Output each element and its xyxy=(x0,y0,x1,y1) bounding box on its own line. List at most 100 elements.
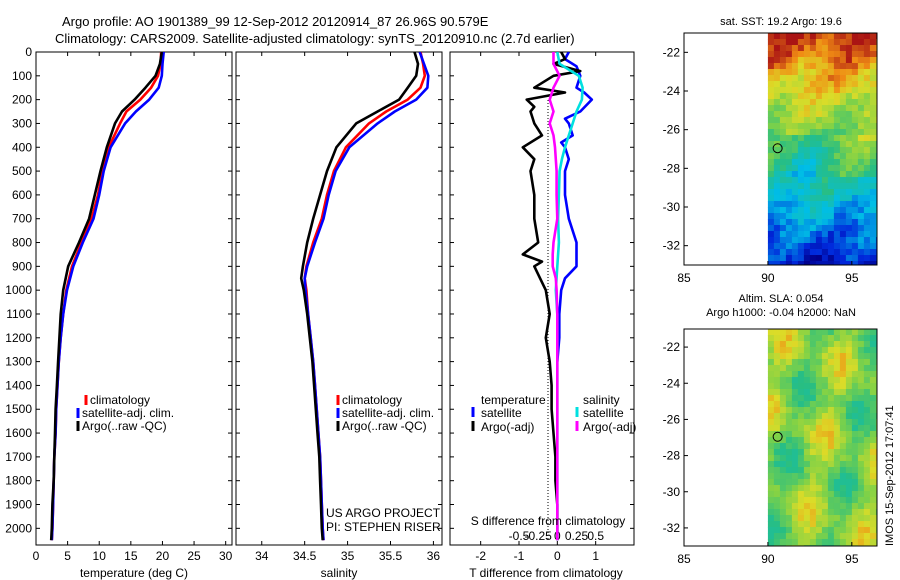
heatmap-cell xyxy=(773,75,781,82)
heatmap-cell xyxy=(791,365,799,372)
x-tick-label: 36 xyxy=(427,549,441,563)
heatmap-cell xyxy=(803,497,811,504)
heatmap-cell xyxy=(857,377,865,384)
heatmap-cell xyxy=(827,479,835,486)
heatmap-cell xyxy=(839,347,847,354)
heatmap-cell xyxy=(875,383,877,390)
heatmap-cell xyxy=(767,383,775,390)
heatmap-cell xyxy=(785,117,793,124)
heatmap-cell xyxy=(827,219,835,226)
heatmap-cell xyxy=(779,39,787,46)
heatmap-cell xyxy=(857,371,865,378)
heatmap-cell xyxy=(803,231,811,238)
heatmap-cell xyxy=(845,45,853,52)
heatmap-cell xyxy=(785,461,793,468)
heatmap-cell xyxy=(857,467,865,474)
heatmap-cell xyxy=(839,467,847,474)
heatmap-cell xyxy=(791,141,799,148)
heatmap-cell xyxy=(839,533,847,540)
y-tick-label: 700 xyxy=(12,212,32,226)
heatmap-cell xyxy=(827,341,835,348)
heatmap-cell xyxy=(875,341,877,348)
heatmap-cell xyxy=(827,437,835,444)
heatmap-cell xyxy=(851,99,859,106)
heatmap-cell xyxy=(815,135,823,142)
heatmap-cell xyxy=(779,237,787,244)
heatmap-cell xyxy=(821,419,829,426)
heatmap-cell xyxy=(797,123,805,130)
heatmap-cell xyxy=(809,201,817,208)
heatmap-cell xyxy=(785,99,793,106)
difference-xlabel: T difference from climatology xyxy=(469,566,623,580)
heatmap-cell xyxy=(869,533,877,540)
legend-label-t-satellite: satellite xyxy=(481,406,522,420)
heatmap-cell xyxy=(773,183,781,190)
heatmap-cell xyxy=(815,117,823,124)
heatmap-cell xyxy=(839,231,847,238)
s-tick-label: 0.5 xyxy=(587,529,604,543)
heatmap-cell xyxy=(797,237,805,244)
heatmap-cell xyxy=(767,207,775,214)
heatmap-cell xyxy=(797,129,805,136)
heatmap-cell xyxy=(779,491,787,498)
heatmap-cell xyxy=(839,473,847,480)
heatmap-cell xyxy=(863,189,871,196)
heatmap-cell xyxy=(863,147,871,154)
heatmap-cell xyxy=(875,249,877,256)
y-tick-label: 800 xyxy=(12,236,32,250)
heatmap-cell xyxy=(857,57,865,64)
heatmap-cell xyxy=(821,87,829,94)
heatmap-cell xyxy=(827,497,835,504)
heatmap-cell xyxy=(827,365,835,372)
heatmap-cell xyxy=(767,539,775,546)
heatmap-cell xyxy=(875,81,877,88)
heatmap-cell xyxy=(827,39,835,46)
heatmap-cell xyxy=(851,237,859,244)
heatmap-cell xyxy=(869,219,877,226)
heatmap-cell xyxy=(833,413,841,420)
heatmap-cell xyxy=(815,159,823,166)
x-tick-label: 20 xyxy=(156,549,170,563)
heatmap-cell xyxy=(797,231,805,238)
heatmap-cell xyxy=(833,45,841,52)
heatmap-cell xyxy=(767,45,775,52)
heatmap-cell xyxy=(821,431,829,438)
heatmap-cell xyxy=(791,51,799,58)
heatmap-cell xyxy=(767,57,775,64)
heatmap-cell xyxy=(851,497,859,504)
heatmap-cell xyxy=(767,437,775,444)
heatmap-cell xyxy=(815,449,823,456)
heatmap-cell xyxy=(815,491,823,498)
heatmap-cell xyxy=(773,57,781,64)
heatmap-cell xyxy=(833,147,841,154)
heatmap-cell xyxy=(767,449,775,456)
heatmap-cell xyxy=(833,479,841,486)
heatmap-cell xyxy=(767,485,775,492)
heatmap-cell xyxy=(869,75,877,82)
heatmap-cell xyxy=(779,117,787,124)
heatmap-cell xyxy=(833,63,841,70)
heatmap-cell xyxy=(851,39,859,46)
heatmap-cell xyxy=(833,117,841,124)
heatmap-cell xyxy=(845,153,853,160)
legend-label-s-satellite: satellite xyxy=(583,406,624,420)
heatmap-cell xyxy=(785,485,793,492)
heatmap-cell xyxy=(851,503,859,510)
heatmap-cell xyxy=(809,353,817,360)
heatmap-cell xyxy=(827,383,835,390)
heatmap-cell xyxy=(863,341,871,348)
heatmap-cell xyxy=(767,93,775,100)
heatmap-cell xyxy=(821,81,829,88)
heatmap-cell xyxy=(815,437,823,444)
heatmap-cell xyxy=(773,401,781,408)
heatmap-cell xyxy=(821,413,829,420)
heatmap-cell xyxy=(875,63,877,70)
series-line-temperature-satellite xyxy=(556,52,594,362)
heatmap-cell xyxy=(875,153,877,160)
y-tick-label: 400 xyxy=(12,140,32,154)
x-tick-label: 1 xyxy=(592,549,599,563)
heatmap-cell xyxy=(875,467,877,474)
heatmap-cell xyxy=(779,377,787,384)
heatmap-cell xyxy=(815,123,823,130)
heatmap-cell xyxy=(779,63,787,70)
